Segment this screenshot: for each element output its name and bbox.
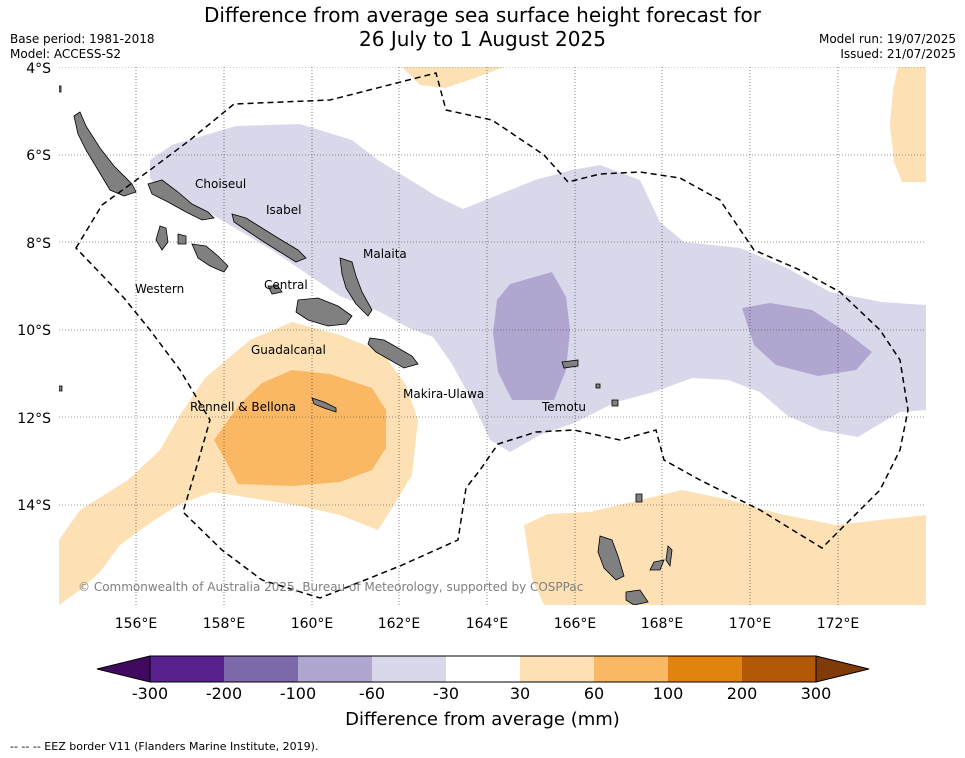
colorbar-extend-low xyxy=(96,655,151,683)
title-line-2: 26 July to 1 August 2025 xyxy=(359,27,606,51)
colorbar-tick-3: -60 xyxy=(359,684,385,703)
meta-right: Model run: 19/07/2025 Issued: 21/07/2025 xyxy=(819,32,956,62)
colorbar-tick-0: -300 xyxy=(132,684,168,703)
colorbar-tick-6: 60 xyxy=(584,684,604,703)
place-labels: Choiseul Isabel Malaita Western Central … xyxy=(135,177,586,414)
anomaly-pos-mid-region xyxy=(214,370,386,486)
lon-label-164e: 164°E xyxy=(466,616,509,632)
colorbar-bin-6 xyxy=(520,656,594,682)
colorbar-tick-7: 100 xyxy=(653,684,684,703)
map-area xyxy=(59,67,926,605)
colorbar: -300 -200 -100 -60 -30 30 60 100 200 300 xyxy=(96,655,870,703)
anomaly-pos-light-region-north xyxy=(402,67,504,88)
anomaly-neg-mid-region-2 xyxy=(742,303,872,376)
place-label-temotu: Temotu xyxy=(541,400,586,414)
colorbar-bin-9 xyxy=(742,656,816,682)
map-title: Difference from average sea surface heig… xyxy=(0,3,965,51)
land-islands xyxy=(59,85,673,605)
lon-label-158e: 158°E xyxy=(203,616,246,632)
place-label-malaita: Malaita xyxy=(363,247,407,261)
lat-label-8s: 8°S xyxy=(26,236,51,252)
colorbar-bin-7 xyxy=(594,656,668,682)
lon-label-162e: 162°E xyxy=(378,616,421,632)
colorbar-label: Difference from average (mm) xyxy=(345,709,620,730)
colorbar-bin-1 xyxy=(150,656,224,682)
colorbar-bin-4 xyxy=(372,656,446,682)
anomaly-pos-light-region-east xyxy=(890,67,926,182)
place-label-guadalcanal: Guadalcanal xyxy=(251,343,326,357)
colorbar-tick-1: -200 xyxy=(206,684,242,703)
lon-label-170e: 170°E xyxy=(729,616,772,632)
lon-label-166e: 166°E xyxy=(554,616,597,632)
lon-labels: 156°E 158°E 160°E 162°E 164°E 166°E 168°… xyxy=(115,616,860,632)
title-line-1: Difference from average sea surface heig… xyxy=(203,3,762,27)
place-label-choiseul: Choiseul xyxy=(195,177,246,191)
colorbar-bin-8 xyxy=(668,656,742,682)
place-label-isabel: Isabel xyxy=(266,203,301,217)
gridlines xyxy=(59,67,926,605)
lat-label-14s: 14°S xyxy=(17,498,51,514)
anomaly-pos-light-region-south xyxy=(524,490,926,605)
lon-label-160e: 160°E xyxy=(291,616,334,632)
colorbar-tick-2: -100 xyxy=(280,684,316,703)
place-label-rennell-bellona: Rennell & Bellona xyxy=(190,400,296,414)
colorbar-bin-5 xyxy=(446,656,520,682)
place-label-central: Central xyxy=(264,278,308,292)
lon-label-168e: 168°E xyxy=(641,616,684,632)
model-text: Model: ACCESS-S2 xyxy=(10,47,122,61)
issued-text: Issued: 21/07/2025 xyxy=(840,47,956,61)
eez-legend-note: -- -- -- EEZ border V11 (Flanders Marine… xyxy=(10,740,319,753)
place-label-makira-ulawa: Makira-Ulawa xyxy=(403,387,484,401)
colorbar-bin-2 xyxy=(224,656,298,682)
colorbar-tick-8: 200 xyxy=(727,684,758,703)
lon-label-172e: 172°E xyxy=(817,616,860,632)
colorbar-extend-high xyxy=(815,655,870,683)
lat-label-4s: 4°S xyxy=(26,61,51,77)
lat-labels: 4°S 6°S 8°S 10°S 12°S 14°S xyxy=(17,61,51,514)
colorbar-tick-9: 300 xyxy=(801,684,832,703)
lat-label-6s: 6°S xyxy=(26,148,51,164)
base-period-text: Base period: 1981-2018 xyxy=(10,32,155,46)
colorbar-tick-5: 30 xyxy=(510,684,530,703)
lat-label-10s: 10°S xyxy=(17,323,51,339)
anomaly-neg-mid-region-1 xyxy=(493,272,570,400)
eez-border-line xyxy=(75,72,909,599)
place-label-western: Western xyxy=(135,282,184,296)
colorbar-bin-3 xyxy=(298,656,372,682)
copyright-notice: © Commonwealth of Australia 2025, Bureau… xyxy=(78,580,584,594)
model-run-text: Model run: 19/07/2025 xyxy=(818,32,956,46)
colorbar-frame xyxy=(149,655,817,683)
colorbar-tick-4: -30 xyxy=(433,684,459,703)
meta-left: Base period: 1981-2018 Model: ACCESS-S2 xyxy=(10,32,155,62)
lon-label-156e: 156°E xyxy=(115,616,158,632)
lat-label-12s: 12°S xyxy=(17,411,51,427)
